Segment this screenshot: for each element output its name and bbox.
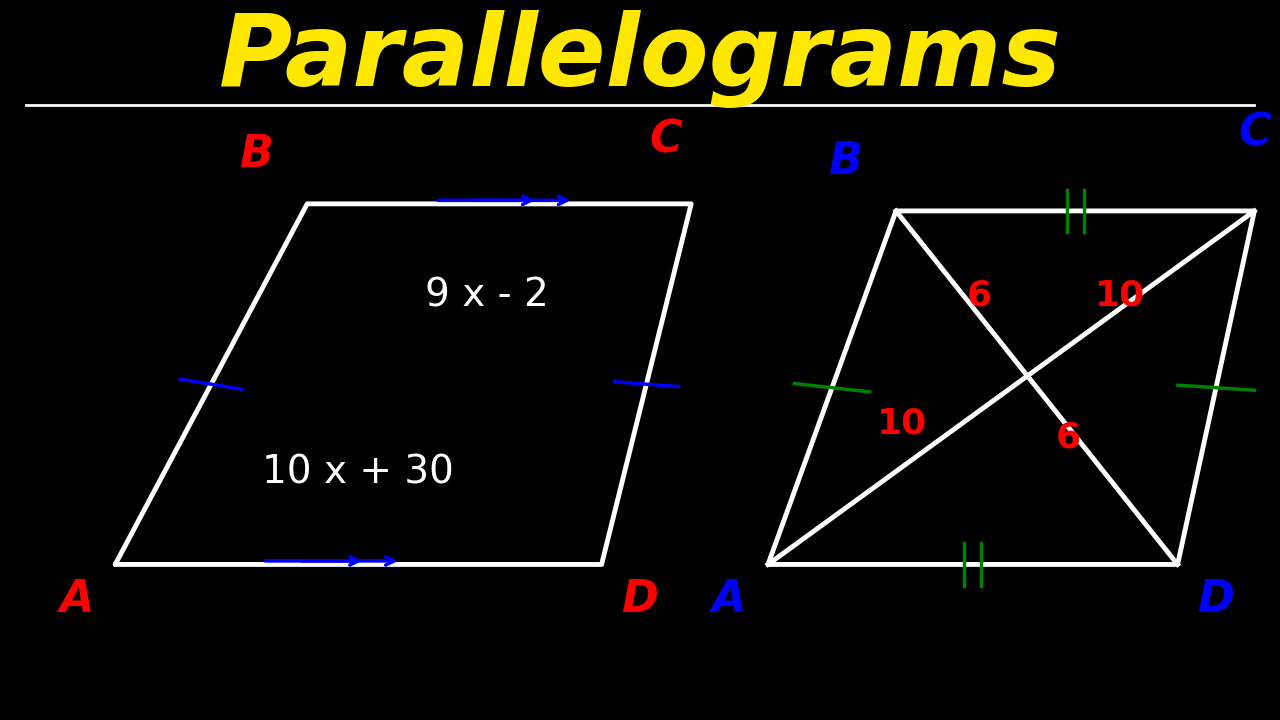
Text: C: C	[1238, 112, 1271, 155]
Text: 10 x + 30: 10 x + 30	[262, 454, 454, 492]
Text: 6: 6	[966, 279, 992, 312]
Text: D: D	[622, 578, 658, 621]
Text: B: B	[828, 140, 861, 183]
Text: 6: 6	[1056, 420, 1082, 454]
Text: 10: 10	[1094, 279, 1146, 312]
Text: B: B	[239, 133, 273, 176]
Text: A: A	[60, 578, 93, 621]
Text: D: D	[1198, 578, 1234, 621]
Text: 10: 10	[877, 406, 928, 440]
Text: Parallelograms: Parallelograms	[219, 10, 1061, 108]
Text: A: A	[713, 578, 746, 621]
Text: 9 x - 2: 9 x - 2	[425, 276, 548, 315]
Text: C: C	[649, 119, 682, 162]
